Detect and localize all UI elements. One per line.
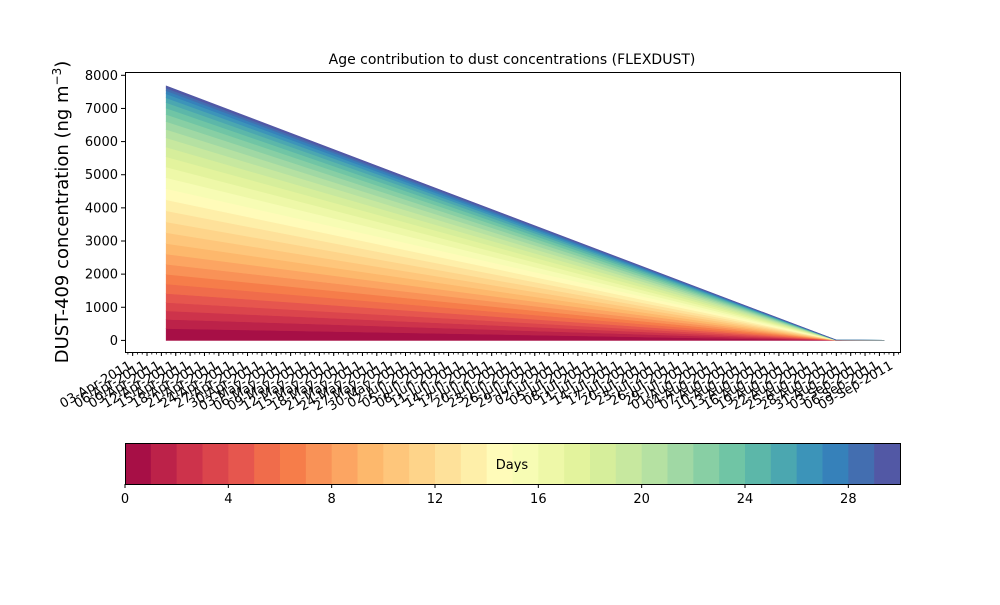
y-tick-label: 5000 [85,168,118,183]
colorbar-segment [435,443,462,484]
colorbar-segment [822,443,849,484]
colorbar-segment [564,443,591,484]
y-axis-label: DUST-409 concentration (ng m−3) [50,61,73,364]
colorbar-segment [874,443,901,484]
colorbar-segment [305,443,333,484]
colorbar-tick-label: 16 [530,492,547,507]
colorbar-segment [796,443,823,484]
colorbar-segment [486,443,513,484]
colorbar-segment [693,443,720,484]
colorbar: 0 4 8 12 16 20 24 28 [121,443,901,507]
y-axis-label-text: DUST-409 concentration (ng m [52,85,73,363]
x-axis: 03-Apr-201106-Apr-201109-Apr-201112-Apr-… [58,352,899,414]
plot-frame [125,72,901,353]
colorbar-tick-label: 0 [121,492,129,507]
colorbar-frame [125,443,901,485]
colorbar-segment [254,443,281,484]
colorbar-segment [641,443,668,484]
colorbar-label: Days [496,458,529,473]
colorbar-segment [383,443,410,484]
colorbar-segment [331,443,358,484]
colorbar-segment [280,443,307,484]
colorbar-tick-label: 28 [840,492,857,507]
y-tick-label: 6000 [85,135,118,150]
chart-title: Age contribution to dust concentrations … [329,52,696,68]
y-tick-label: 2000 [85,268,118,283]
y-axis-label-exponent: −3 [50,68,64,86]
colorbar-tick-label: 12 [427,492,444,507]
colorbar-segment [590,443,617,484]
colorbar-segment [745,443,772,484]
colorbar-segment [538,443,565,484]
y-tick-label: 8000 [85,69,118,84]
y-axis: 0 1000 2000 3000 4000 5000 6000 7000 8000 [85,69,125,349]
colorbar-segment [615,443,643,484]
colorbar-segment [150,443,178,484]
colorbar-tick-label: 20 [633,492,650,507]
colorbar-segment [176,443,203,484]
colorbar-segment [512,443,539,484]
y-axis-label-close: ) [52,61,73,68]
colorbar-tick-label: 8 [328,492,336,507]
y-tick-label: 3000 [85,234,118,249]
colorbar-tick-label: 4 [224,492,232,507]
y-tick-label: 1000 [85,301,118,316]
colorbar-segment [228,443,255,484]
y-tick-label: 0 [110,334,118,349]
colorbar-segment [719,443,746,484]
colorbar-tick-label: 24 [737,492,754,507]
y-tick-label: 4000 [85,201,118,216]
area-layer-day-29 [165,85,885,341]
colorbar-segment [770,443,798,484]
colorbar-segment [357,443,384,484]
colorbar-segment [409,443,436,484]
colorbar-segment [667,443,694,484]
colorbar-segment [460,443,488,484]
area-layers [165,85,885,341]
colorbar-segment [202,443,229,484]
colorbar-segment [848,443,875,484]
colorbar-segment [125,443,152,484]
y-tick-label: 7000 [85,102,118,117]
